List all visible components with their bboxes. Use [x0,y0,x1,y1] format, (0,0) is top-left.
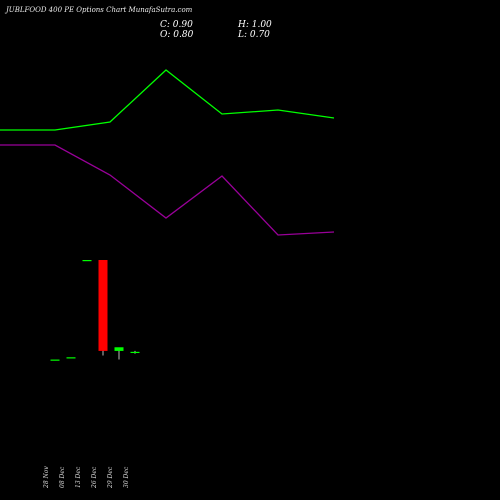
x-tick-label: 28 Nov [43,466,50,489]
x-tick-label: 26 Dec [91,466,98,489]
chart-title: JUBLFOOD 400 PE Options Chart MunafaSutr… [6,6,193,14]
candle [114,347,124,360]
x-tick-label: 30 Dec [123,466,130,488]
candle [98,260,108,356]
candlesticks [50,260,140,361]
x-tick-label: 13 Dec [75,466,82,488]
indicator-lines [0,69,335,236]
x-tick-label: 08 Dec [59,466,66,488]
indicator-line-1 [0,69,335,131]
x-tick-label: 29 Dec [107,466,114,489]
candle [50,359,60,361]
indicator-line-2 [0,144,335,236]
candle [130,350,140,354]
close-value: C: 0.90 [160,20,193,30]
candle [66,357,76,359]
x-axis-labels: 28 Nov 08 Dec 13 Dec 26 Dec 29 Dec 30 Dec [43,466,130,489]
high-value: H: 1.00 [238,20,272,30]
candle [82,260,92,262]
low-value: L: 0.70 [238,30,270,40]
open-value: O: 0.80 [160,30,194,40]
